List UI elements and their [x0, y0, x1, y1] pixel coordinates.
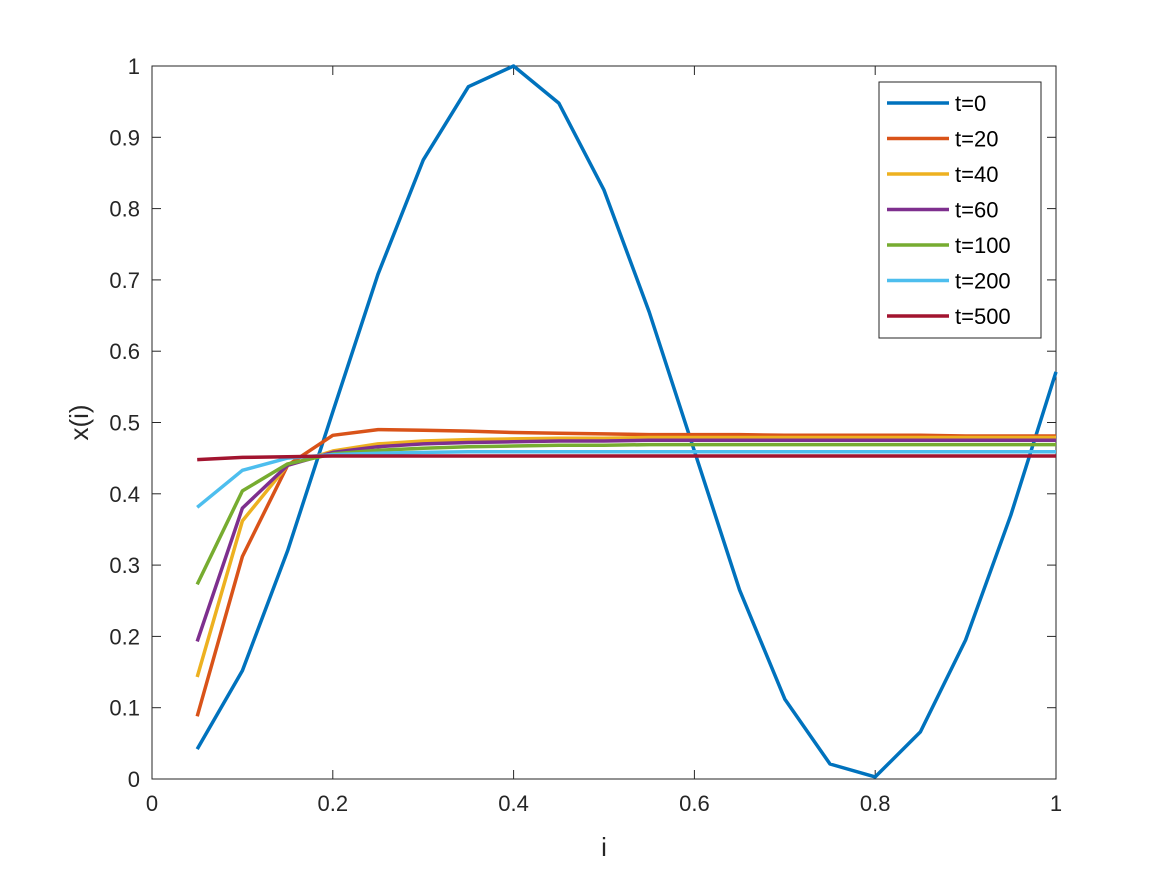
- series-line-t-20: [195, 427, 1056, 717]
- legend-item: t=60: [887, 198, 998, 223]
- x-tick-label: 0.6: [679, 791, 710, 816]
- y-tick-label: 0.1: [109, 696, 140, 721]
- series-line-t-0: [195, 64, 1058, 779]
- legend: t=0 t=20 t=40 t=60 t=100 t=200 t=500: [878, 81, 1042, 339]
- series-line-t-500: [197, 454, 1056, 462]
- y-tick-label: 0.4: [109, 482, 140, 507]
- legend-item: t=500: [887, 304, 1011, 329]
- legend-item: t=0: [887, 91, 986, 116]
- legend-label: t=200: [955, 269, 1011, 294]
- y-tick-label: 0.3: [109, 553, 140, 578]
- y-tick-label: 1: [128, 54, 140, 79]
- y-tick-label: 0: [128, 767, 140, 792]
- x-axis: 0 0.2 0.4 0.6 0.8 1: [146, 66, 1062, 816]
- x-tick-label: 0.2: [318, 791, 349, 816]
- x-tick-label: 1: [1050, 791, 1062, 816]
- y-tick-label: 0.8: [109, 197, 140, 222]
- legend-item: t=100: [887, 233, 1011, 258]
- y-tick-label: 0.5: [109, 411, 140, 436]
- y-axis-label: x(i): [64, 404, 94, 440]
- series-line-t-60: [195, 438, 1056, 642]
- x-axis-label: i: [601, 832, 607, 862]
- legend-label: t=40: [955, 162, 998, 187]
- legend-label: t=100: [955, 233, 1011, 258]
- legend-item: t=200: [887, 269, 1011, 294]
- legend-item: t=20: [887, 127, 998, 152]
- series-lines: [195, 64, 1058, 779]
- y-tick-label: 0.2: [109, 624, 140, 649]
- y-axis: 0 0.1 0.2 0.3 0.4 0.5 0.6 0.7 0.8 0.9 1: [109, 54, 1056, 792]
- legend-label: t=60: [955, 198, 998, 223]
- x-tick-label: 0.8: [860, 791, 891, 816]
- legend-item: t=40: [887, 162, 998, 187]
- y-tick-label: 0.6: [109, 339, 140, 364]
- legend-label: t=500: [955, 304, 1011, 329]
- y-tick-label: 0.9: [109, 125, 140, 150]
- legend-label: t=20: [955, 127, 998, 152]
- x-tick-label: 0: [146, 791, 158, 816]
- y-tick-label: 0.7: [109, 268, 140, 293]
- legend-label: t=0: [955, 91, 986, 116]
- x-tick-label: 0.4: [498, 791, 529, 816]
